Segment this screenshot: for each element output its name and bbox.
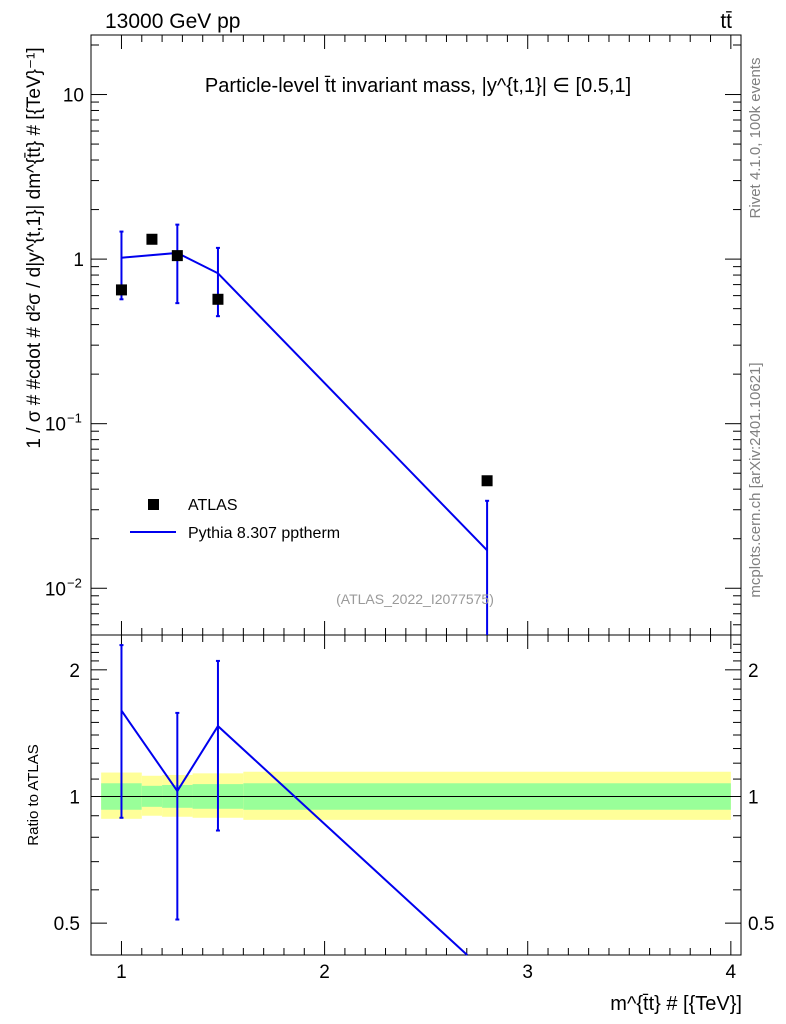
main-y-axis-label: 1 / σ # #cdot # d²σ / d|y^{t,1}| dm^{t̄t… <box>24 47 45 448</box>
main-y-tick-label: 10 <box>45 415 66 436</box>
ratio-y-axis-label: Ratio to ATLAS <box>25 744 42 845</box>
main-y-tick-exponent: −2 <box>67 575 82 590</box>
ratio-uncertainty-bands <box>101 771 731 820</box>
ratio-y-tick-label-right: 0.5 <box>748 914 774 935</box>
process-label: tt̄ <box>720 10 732 33</box>
atlas-data-point-2 <box>171 250 183 262</box>
atlas-data-point-1 <box>146 233 158 245</box>
energy-label: 13000 GeV pp <box>105 10 240 33</box>
main-y-tick-label: 1 <box>73 250 84 271</box>
atlas-data-point-4 <box>481 475 493 487</box>
atlas-data-point-0 <box>115 284 127 296</box>
plot-title: Particle-level t̄t invariant mass, |y^{t… <box>205 75 631 97</box>
chart-series <box>115 223 493 956</box>
x-tick-label-3: 3 <box>522 962 533 983</box>
mcplots-label: mcplots.cern.ch [arXiv:2401.10621] <box>747 362 764 597</box>
x-tick-label-1: 1 <box>116 962 127 983</box>
ratio-y-tick-label: 2 <box>69 661 80 682</box>
legend-atlas-marker <box>148 499 159 510</box>
main-y-tick-label: 10 <box>63 86 84 107</box>
main-y-tick-exponent: −1 <box>67 411 82 426</box>
x-tick-label-4: 4 <box>726 962 737 983</box>
ratio-y-tick-label-right: 2 <box>748 661 759 682</box>
main-panel-frame <box>90 34 742 636</box>
main-y-tick-label: 10 <box>45 579 66 600</box>
x-axis-label: m^{t̄t} # [{TeV}] <box>610 993 742 1015</box>
legend-pythia-label: Pythia 8.307 pptherm <box>188 525 340 542</box>
watermark: (ATLAS_2022_I2077575) <box>336 591 494 607</box>
pythia-ratio-line <box>120 710 468 956</box>
rivet-label: Rivet 4.1.0, 100k events <box>747 58 764 219</box>
atlas-data-point-3 <box>212 293 224 305</box>
legend-atlas-label: ATLAS <box>188 497 238 514</box>
ratio-y-tick-label: 1 <box>69 787 80 808</box>
pythia-mc-line <box>121 251 488 552</box>
x-tick-label-2: 2 <box>319 962 330 983</box>
panel-frames <box>90 34 742 956</box>
ratio-y-tick-label-right: 1 <box>748 787 759 808</box>
ratio-panel-frame <box>90 634 742 956</box>
ratio-y-tick-label: 0.5 <box>54 914 80 935</box>
